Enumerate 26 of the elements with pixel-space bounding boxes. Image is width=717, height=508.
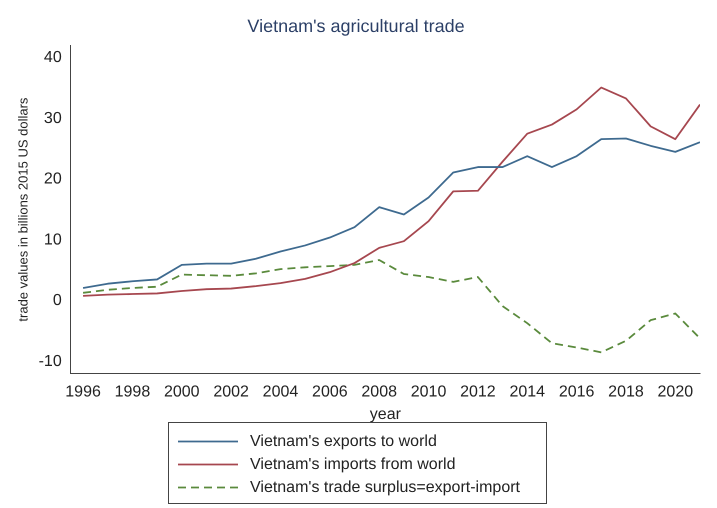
x-tick-label: 2010 [410, 384, 446, 401]
legend-label: Vietnam's exports to world [250, 432, 437, 450]
x-tick-label: 2004 [262, 384, 298, 401]
x-tick-label: 2000 [164, 384, 200, 401]
y-tick-label: 0 [52, 292, 62, 310]
chart-title: Vietnam's agricultural trade [247, 16, 465, 36]
x-tick-label: 2012 [460, 384, 496, 401]
x-tick-label: 2014 [509, 384, 546, 401]
x-tick-label: 2020 [658, 384, 694, 401]
x-tick-label: 2008 [361, 384, 398, 401]
y-tick-label: 40 [44, 49, 62, 66]
y-axis-title: trade values in billions 2015 US dollars [15, 97, 30, 322]
x-tick-label: 1998 [114, 384, 150, 401]
legend-label: Vietnam's trade surplus=export-import [250, 478, 521, 496]
y-tick-label: 20 [44, 170, 62, 188]
x-tick-label: 2016 [558, 384, 595, 401]
x-tick-label: 1996 [65, 384, 101, 401]
x-tick-label: 2002 [213, 384, 250, 401]
y-tick-label: 30 [44, 110, 62, 127]
y-tick-label: -10 [38, 352, 62, 370]
x-axis-title: year [370, 406, 402, 423]
line-series [82, 259, 700, 354]
x-tick-label: 2006 [312, 384, 348, 401]
y-tick-label: 10 [44, 231, 62, 248]
x-tick-label: 2018 [608, 384, 644, 401]
legend-label: Vietnam's imports from world [250, 456, 456, 473]
